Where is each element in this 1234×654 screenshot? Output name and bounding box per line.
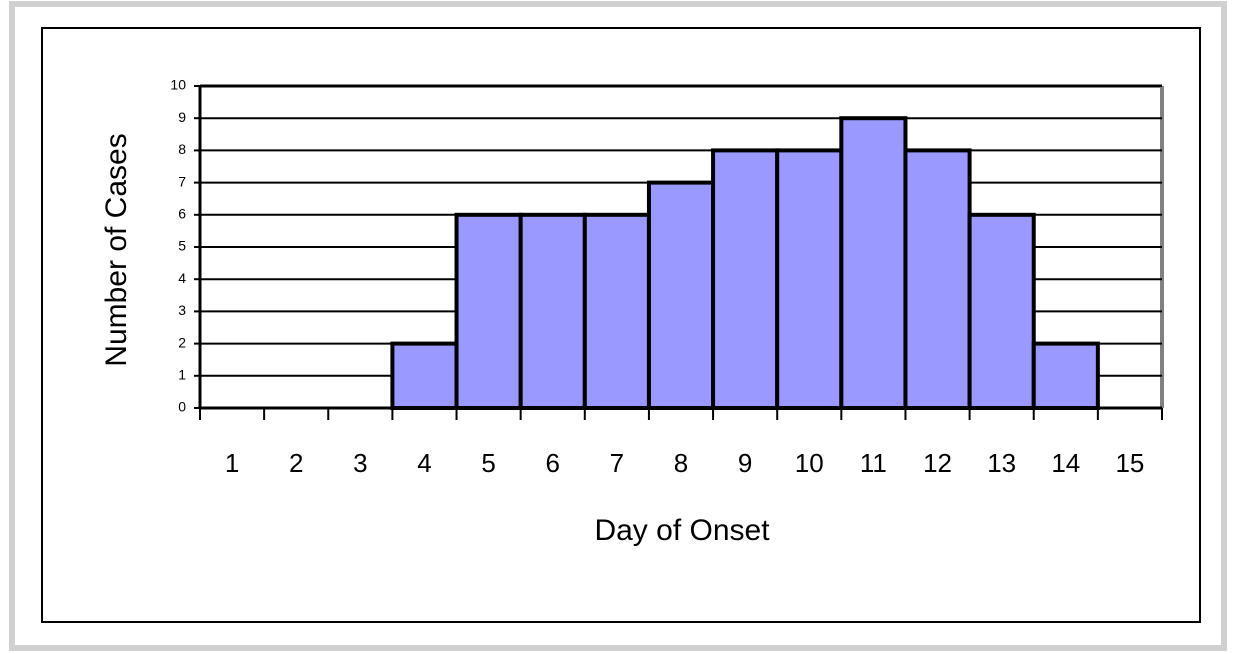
bar xyxy=(582,212,651,410)
x-tick-label: 4 xyxy=(417,448,431,478)
y-axis-title: Number of Cases xyxy=(100,133,133,366)
bar xyxy=(711,148,780,410)
y-tick-label: 2 xyxy=(178,334,186,350)
y-tick-label: 7 xyxy=(178,173,186,189)
y-tick-label: 8 xyxy=(178,141,186,157)
y-tick-label: 9 xyxy=(178,109,186,125)
x-tick-label: 8 xyxy=(674,448,688,478)
bar xyxy=(903,148,972,410)
x-tick-label: 5 xyxy=(481,448,495,478)
x-tick-label: 2 xyxy=(289,448,303,478)
bar xyxy=(454,212,523,410)
y-tick-label: 1 xyxy=(178,367,186,383)
x-tick-label: 12 xyxy=(923,448,952,478)
bar xyxy=(518,212,587,410)
bar xyxy=(390,341,459,411)
y-tick-label: 4 xyxy=(178,270,186,286)
x-tick-label: 9 xyxy=(738,448,752,478)
x-tick-label: 11 xyxy=(860,448,887,478)
x-tick-label: 3 xyxy=(353,448,367,478)
y-tick-label: 10 xyxy=(170,77,186,93)
bar xyxy=(775,148,844,410)
x-axis-title: Day of Onset xyxy=(594,514,770,547)
x-tick-label: 15 xyxy=(1115,448,1144,478)
y-tick-label: 3 xyxy=(178,302,186,318)
x-tick-label: 13 xyxy=(987,448,1016,478)
x-tick-label: 7 xyxy=(610,448,624,478)
bar xyxy=(646,180,716,410)
bar xyxy=(1031,341,1100,411)
y-tick-label: 6 xyxy=(178,206,186,222)
bar xyxy=(967,212,1036,410)
x-tick-label: 1 xyxy=(225,448,239,478)
x-tick-label: 6 xyxy=(545,448,559,478)
y-tick-label: 5 xyxy=(178,238,186,254)
x-tick-label: 10 xyxy=(795,448,824,478)
bar xyxy=(839,116,908,410)
outer-frame xyxy=(9,1,1227,651)
y-tick-label: 0 xyxy=(178,399,186,415)
x-tick-label: 14 xyxy=(1051,448,1080,478)
